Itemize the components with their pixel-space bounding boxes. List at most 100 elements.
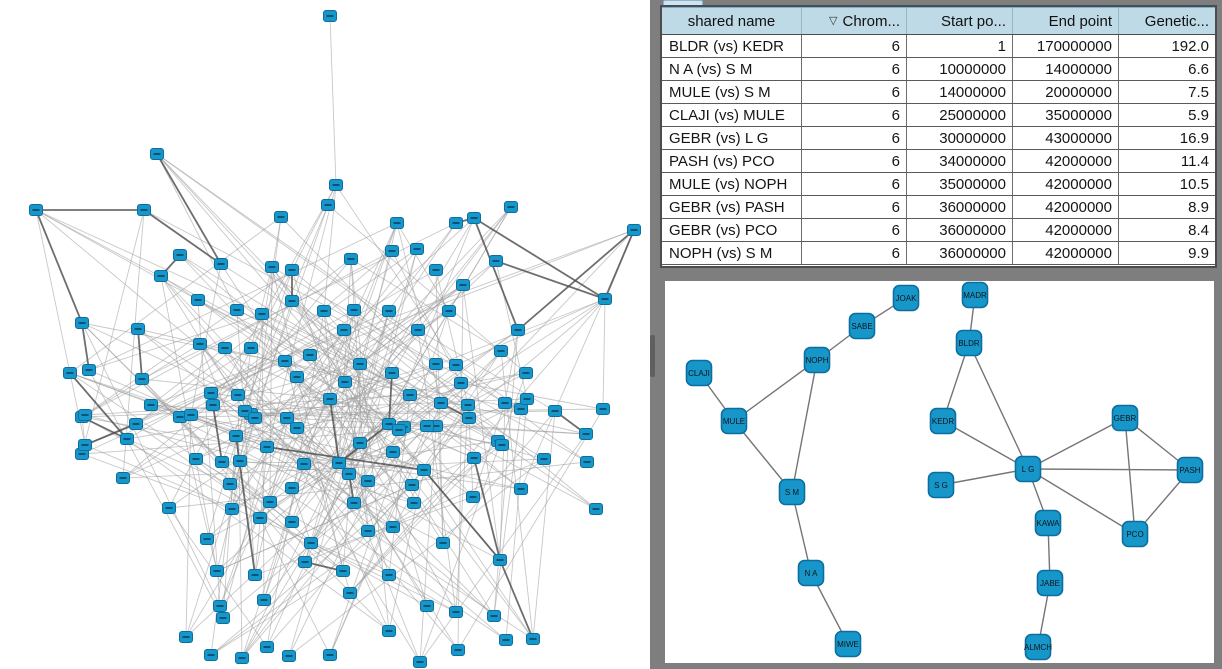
network-node[interactable] [150, 148, 164, 160]
network-node[interactable] [282, 650, 296, 662]
table-header-cell[interactable]: End point [1013, 8, 1119, 34]
network-node[interactable] [442, 305, 456, 317]
network-node[interactable]: KEDR [929, 407, 957, 435]
network-node[interactable] [231, 389, 245, 401]
table-cell[interactable]: 6 [802, 219, 907, 241]
table-cell[interactable]: 6 [802, 104, 907, 126]
table-cell[interactable]: GEBR (vs) PCO [662, 219, 802, 241]
network-node[interactable] [462, 412, 476, 424]
network-node[interactable] [244, 342, 258, 354]
network-node[interactable] [627, 224, 641, 236]
table-cell[interactable]: 43000000 [1013, 127, 1119, 149]
network-node[interactable] [466, 491, 480, 503]
table-cell[interactable]: 192.0 [1171, 37, 1209, 55]
network-node[interactable] [347, 304, 361, 316]
network-node[interactable]: MIWE [834, 630, 862, 658]
table-cell[interactable]: 20000000 [1013, 81, 1119, 103]
network-node[interactable] [494, 345, 508, 357]
network-node[interactable] [519, 367, 533, 379]
network-node[interactable]: NOPH [803, 346, 831, 374]
network-node[interactable] [456, 279, 470, 291]
network-node[interactable] [386, 521, 400, 533]
network-node[interactable] [598, 293, 612, 305]
network-node[interactable] [285, 295, 299, 307]
network-node[interactable] [323, 393, 337, 405]
network-node[interactable]: L G [1014, 455, 1042, 483]
network-node[interactable] [498, 397, 512, 409]
network-node[interactable] [338, 376, 352, 388]
network-node[interactable]: ALMCH [1024, 633, 1052, 661]
table-header-cell[interactable]: Genetic... [1119, 8, 1215, 34]
table-cell[interactable]: 6 [802, 173, 907, 195]
network-node[interactable] [454, 377, 468, 389]
network-node[interactable] [514, 483, 528, 495]
table-cell[interactable]: MULE (vs) NOPH [662, 173, 802, 195]
network-node[interactable] [511, 324, 525, 336]
network-node[interactable] [449, 217, 463, 229]
network-node[interactable] [332, 457, 346, 469]
network-node[interactable] [580, 456, 594, 468]
network-node[interactable]: SABE [848, 312, 876, 340]
network-node[interactable] [337, 324, 351, 336]
network-node[interactable] [548, 405, 562, 417]
network-node[interactable] [489, 255, 503, 267]
network-node[interactable]: JABE [1036, 569, 1064, 597]
network-node[interactable] [257, 594, 271, 606]
table-row[interactable]: NOPH (vs) S M 6 36000000 42000000 9.9 [662, 242, 1215, 265]
table-panel-tab[interactable] [663, 0, 703, 7]
network-node[interactable] [137, 204, 151, 216]
table-header-cell[interactable]: Start po... [907, 8, 1013, 34]
network-node[interactable] [285, 516, 299, 528]
network-node[interactable] [290, 422, 304, 434]
table-cell[interactable]: 35000000 [907, 173, 1013, 195]
network-node[interactable] [321, 199, 335, 211]
table-cell[interactable]: 1 [907, 35, 1013, 57]
table-cell[interactable]: 7.5 [1188, 83, 1209, 101]
network-node[interactable] [596, 403, 610, 415]
table-cell[interactable]: 6 [802, 58, 907, 80]
table-row[interactable]: BLDR (vs) KEDR 6 1 170000000 192.0 [662, 35, 1215, 58]
network-node[interactable] [520, 393, 534, 405]
network-node[interactable] [297, 458, 311, 470]
network-node[interactable] [223, 478, 237, 490]
table-cell[interactable]: 6 [802, 81, 907, 103]
table-cell[interactable]: 9.9 [1188, 244, 1209, 262]
table-row[interactable]: GEBR (vs) L G 6 30000000 43000000 16.9 [662, 127, 1215, 150]
network-node[interactable] [225, 503, 239, 515]
network-node[interactable] [191, 294, 205, 306]
network-node[interactable]: BLDR [955, 329, 983, 357]
table-cell[interactable]: NOPH (vs) S M [662, 242, 802, 264]
network-node[interactable] [63, 367, 77, 379]
network-node[interactable] [255, 308, 269, 320]
table-cell[interactable]: 36000000 [907, 196, 1013, 218]
network-node[interactable] [75, 317, 89, 329]
network-node[interactable] [429, 264, 443, 276]
network-node[interactable] [382, 625, 396, 637]
network-node[interactable] [253, 512, 267, 524]
network-node[interactable] [493, 554, 507, 566]
network-node[interactable] [263, 496, 277, 508]
table-cell[interactable]: 6 [802, 150, 907, 172]
table-cell[interactable]: 8.4 [1188, 221, 1209, 239]
table-cell[interactable]: 42000000 [1013, 196, 1119, 218]
network-node[interactable] [260, 641, 274, 653]
network-node[interactable] [499, 634, 513, 646]
network-node[interactable] [449, 606, 463, 618]
table-row[interactable]: MULE (vs) NOPH 6 35000000 42000000 10.5 [662, 173, 1215, 196]
network-node[interactable]: N A [797, 559, 825, 587]
network-node[interactable] [290, 371, 304, 383]
table-cell[interactable]: 30000000 [907, 127, 1013, 149]
network-node[interactable] [189, 453, 203, 465]
network-node[interactable] [449, 359, 463, 371]
table-cell[interactable]: MULE (vs) S M [662, 81, 802, 103]
table-row[interactable]: GEBR (vs) PCO 6 36000000 42000000 8.4 [662, 219, 1215, 242]
network-node[interactable] [213, 600, 227, 612]
network-node[interactable]: S G [927, 471, 955, 499]
network-node[interactable] [343, 587, 357, 599]
network-node[interactable] [304, 537, 318, 549]
network-node[interactable] [204, 649, 218, 661]
network-node[interactable] [385, 245, 399, 257]
network-node[interactable] [265, 261, 279, 273]
network-node[interactable] [298, 556, 312, 568]
network-node[interactable] [514, 403, 528, 415]
